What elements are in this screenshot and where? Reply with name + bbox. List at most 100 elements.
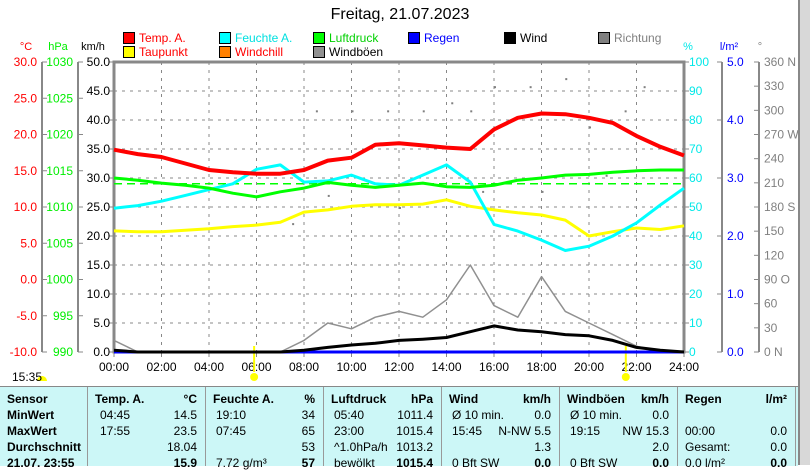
legend-swatch [313, 46, 325, 58]
humidity-tick-label: 80 [689, 113, 703, 127]
direction-tick-label: 90 O [764, 273, 790, 287]
table-cell-time: 04:45 [100, 408, 131, 422]
sunrise-sun-icon [250, 373, 259, 381]
legend-label: Regen [424, 31, 460, 45]
legend-label: Windchill [235, 45, 284, 59]
table-header: Sensor [7, 392, 48, 406]
table-cell-time: Ø 10 min. [570, 408, 623, 422]
table-header: Regen [685, 392, 722, 406]
time-tick-label: 04:00 [194, 360, 224, 374]
time-tick-label: 18:00 [526, 360, 556, 374]
rain-tick-label: 3.0 [727, 171, 744, 185]
table-column [88, 387, 206, 466]
table-column [442, 387, 560, 466]
table-column [0, 387, 88, 466]
direction-tick-label: 30 [764, 321, 778, 335]
legend-label: Richtung [614, 31, 662, 45]
time-tick-label: 02:00 [146, 360, 176, 374]
legend-swatch [313, 32, 325, 44]
pressure-tick-label: 1000 [46, 273, 73, 287]
direction-point [422, 110, 425, 113]
direction-tick-label: 270 W [764, 128, 799, 142]
rain-axis-unit: l/m² [720, 41, 739, 53]
table-cell-time: ^1.0hPa/h [334, 440, 388, 454]
direction-tick-label: 60 [764, 297, 778, 311]
wind-tick-label: 0.0 [93, 345, 110, 359]
wind-tick-label: 35.0 [87, 142, 111, 156]
table-cell-value: 23.5 [173, 424, 197, 438]
table-column [678, 387, 796, 466]
pressure-tick-label: 995 [53, 309, 73, 323]
table-cell-value: 65 [301, 424, 315, 438]
table-cell-time: 17:55 [100, 424, 131, 438]
temp-tick-label: 25.0 [14, 91, 38, 105]
wind-tick-label: 5.0 [93, 316, 110, 330]
direction-tick-label: 0 N [764, 345, 783, 359]
legend-swatch [219, 32, 231, 44]
direction-point [387, 110, 390, 113]
table-cell-value: 0.0 [652, 408, 669, 422]
table-cell-value: 34 [301, 408, 315, 422]
direction-tick-label: 330 [764, 79, 784, 93]
table-header-unit: l/m² [765, 392, 787, 406]
table-cell-value: 1011.4 [397, 408, 433, 422]
table-cell-value: 0.0 [770, 424, 787, 438]
time-tick-label: 20:00 [574, 360, 604, 374]
series-luftdruck [113, 168, 684, 199]
table-cell-time: Gesamt: [685, 440, 731, 454]
wind-axis-unit: km/h [81, 41, 105, 53]
rain-tick-label: 5.0 [727, 55, 744, 69]
temp-tick-label: 20.0 [14, 128, 38, 142]
table-cell-value: 0.0 [534, 408, 551, 422]
rain-tick-label: 1.0 [727, 287, 744, 301]
table-header: Windböen [567, 392, 625, 406]
humidity-tick-label: 50 [689, 200, 703, 214]
legend-label: Windböen [329, 45, 384, 59]
table-cell-value: 0.0 [770, 456, 787, 470]
rain-tick-label: 2.0 [727, 229, 744, 243]
direction-point [482, 190, 485, 193]
wind-tick-label: 40.0 [87, 113, 111, 127]
table-row-label: 21.07. 23:55 [7, 456, 75, 470]
direction-point [565, 78, 568, 81]
wind-tick-label: 50.0 [87, 55, 111, 69]
table-cell-value: 0.0 [770, 440, 787, 454]
direction-axis-unit: ° [758, 41, 762, 53]
direction-point [315, 110, 318, 113]
table-cell-value: N-NW 5.5 [498, 424, 551, 438]
pressure-tick-label: 1020 [46, 128, 73, 142]
legend-item-temp-a-: Temp. A. [123, 31, 186, 45]
table-cell-value: 14.5 [173, 408, 197, 422]
legend-item-windchill: Windchill [219, 45, 283, 59]
direction-tick-label: 240 [764, 152, 784, 166]
direction-tick-label: 360 N [764, 55, 796, 69]
pressure-tick-label: 1015 [46, 164, 73, 178]
direction-tick-label: 210 [764, 176, 784, 190]
direction-point [327, 194, 330, 197]
wind-tick-label: 10.0 [87, 287, 111, 301]
sunset-sun-icon [621, 373, 630, 381]
table-header: Temp. A. [95, 392, 145, 406]
table-header-unit: hPa [410, 392, 433, 406]
table-cell-time: 07:45 [216, 424, 247, 438]
table-row-label: MinWert [7, 408, 55, 422]
time-tick-label: 16:00 [479, 360, 509, 374]
direction-tick-label: 120 [764, 248, 784, 262]
table-header-unit: % [304, 392, 315, 406]
wind-tick-label: 15.0 [87, 258, 111, 272]
legend-item-regen: Regen [408, 31, 459, 45]
table-cell-value: 2.0 [652, 440, 669, 454]
table-cell-time: 05:40 [334, 408, 365, 422]
table-header: Wind [449, 392, 479, 406]
table-cell-time: 19:10 [216, 408, 247, 422]
direction-tick-label: 180 S [764, 200, 795, 214]
table-header-unit: °C [183, 392, 197, 406]
direction-point [292, 223, 295, 226]
table-column [324, 387, 442, 466]
table-cell-value: 0.0 [534, 456, 551, 470]
legend-label: Temp. A. [139, 31, 186, 45]
wind-tick-label: 30.0 [87, 171, 111, 185]
table-cell-value: 1015.4 [396, 456, 433, 470]
sun-time-label: 15:35 [12, 370, 43, 384]
table-header-unit: km/h [640, 392, 669, 406]
